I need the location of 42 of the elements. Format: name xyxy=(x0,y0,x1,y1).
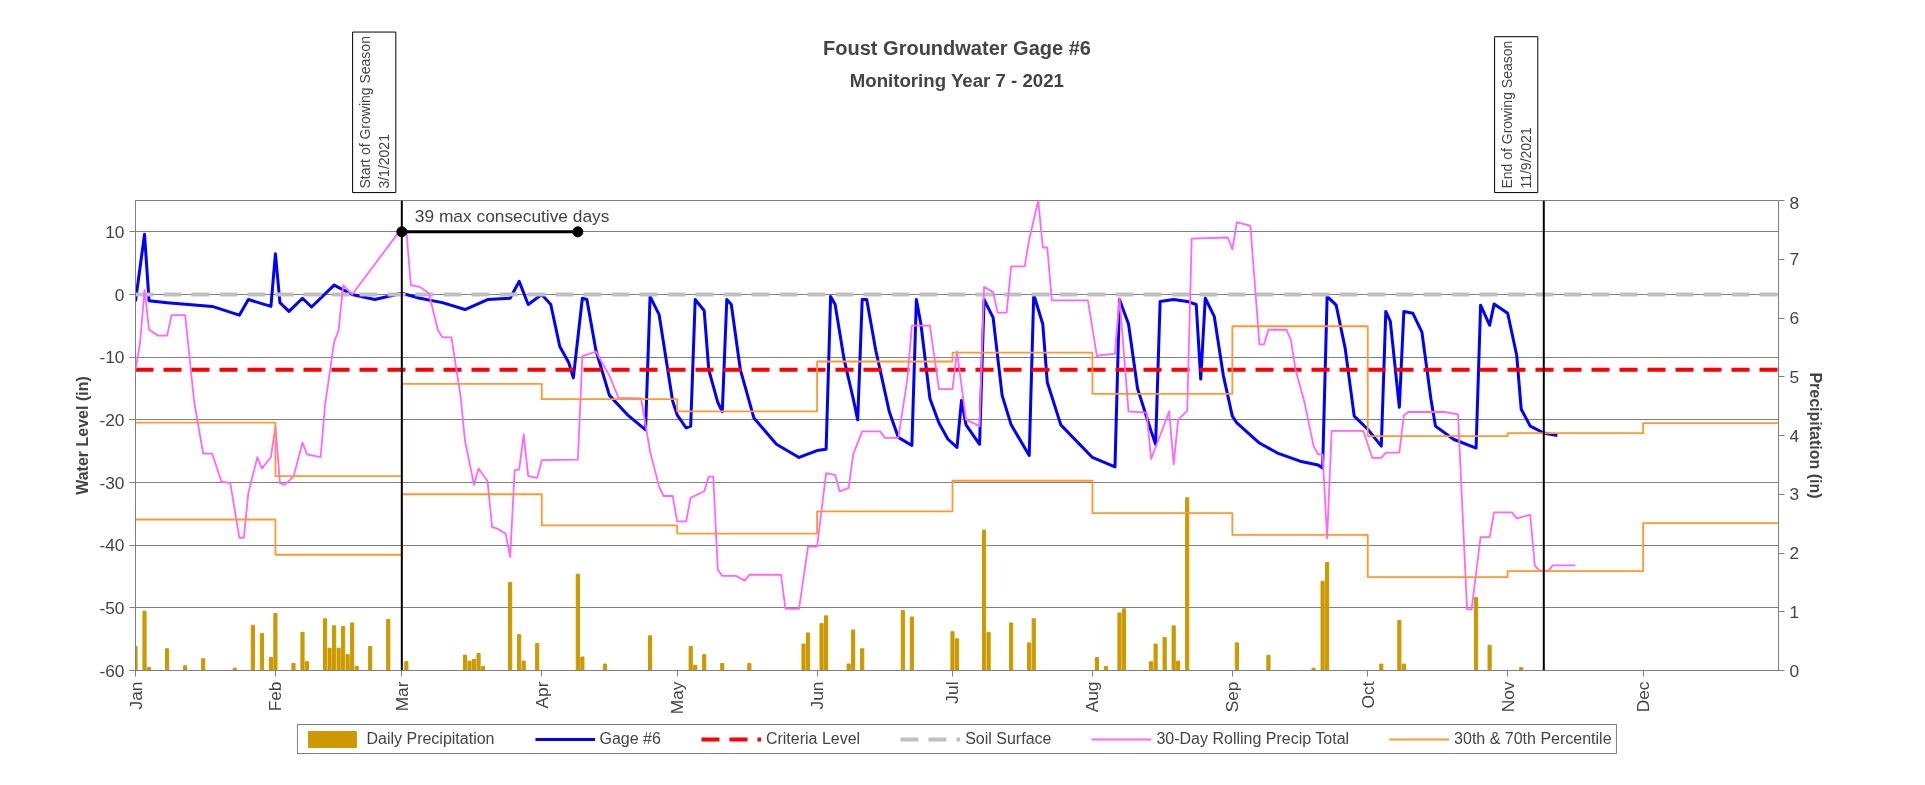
y-tick-label: -20 xyxy=(99,409,125,430)
x-tick-label: Jun xyxy=(807,681,828,710)
x-tick-label: Jul xyxy=(942,681,963,704)
y-tick-label: -50 xyxy=(99,597,125,618)
legend-label: Daily Precipitation xyxy=(366,730,495,748)
y-tick-label: -60 xyxy=(99,660,125,681)
x-tick-label: Oct xyxy=(1357,681,1378,709)
x-tick-label: Dec xyxy=(1633,681,1654,713)
ref-line-label: End of Growing Season 11/9/2021 xyxy=(1498,40,1534,189)
legend-label: 30-Day Rolling Precip Total xyxy=(1156,730,1350,748)
y-axis-title: Water Level (in) xyxy=(74,376,92,495)
y-tick-label: -30 xyxy=(99,472,125,493)
y-tick-label: -40 xyxy=(99,535,125,556)
x-tick-label: Sep xyxy=(1222,681,1243,713)
y2-tick-label: 5 xyxy=(1789,366,1800,387)
x-tick-label: May xyxy=(667,681,688,715)
y2-axis-title: Precipitation (in) xyxy=(1807,372,1825,499)
x-tick-label: Apr xyxy=(531,681,552,709)
y-tick-label: 0 xyxy=(114,284,125,305)
chart-title: Foust Groundwater Gage #6 xyxy=(823,37,1091,60)
legend-label: 30th & 70th Percentile xyxy=(1454,730,1612,748)
ref-line-label: Start of Growing Season 3/1/2021 xyxy=(356,36,392,189)
x-tick-label: Aug xyxy=(1082,681,1103,713)
chart-subtitle: Monitoring Year 7 - 2021 xyxy=(849,69,1064,91)
y2-tick-label: 2 xyxy=(1789,543,1800,563)
y2-tick-label: 1 xyxy=(1789,601,1800,622)
x-tick-label: Mar xyxy=(391,681,412,712)
x-tick-label: Nov xyxy=(1497,681,1518,713)
y2-tick-label: 7 xyxy=(1789,249,1800,270)
y2-tick-label: 4 xyxy=(1789,425,1800,446)
x-tick-label: Jan xyxy=(125,681,146,710)
y2-tick-label: 8 xyxy=(1789,192,1800,213)
y2-tick-label: 0 xyxy=(1789,660,1800,681)
x-tick-label: Feb xyxy=(265,681,286,712)
annotation: 39 max consecutive days xyxy=(414,205,610,226)
y2-tick-label: 3 xyxy=(1789,484,1800,505)
legend-label: Soil Surface xyxy=(965,730,1052,748)
y-tick-label: -10 xyxy=(99,347,125,368)
legend-label: Criteria Level xyxy=(765,730,861,748)
legend-label: Gage #6 xyxy=(599,730,661,748)
y-tick-label: 10 xyxy=(105,221,125,242)
y2-tick-label: 6 xyxy=(1789,308,1800,328)
